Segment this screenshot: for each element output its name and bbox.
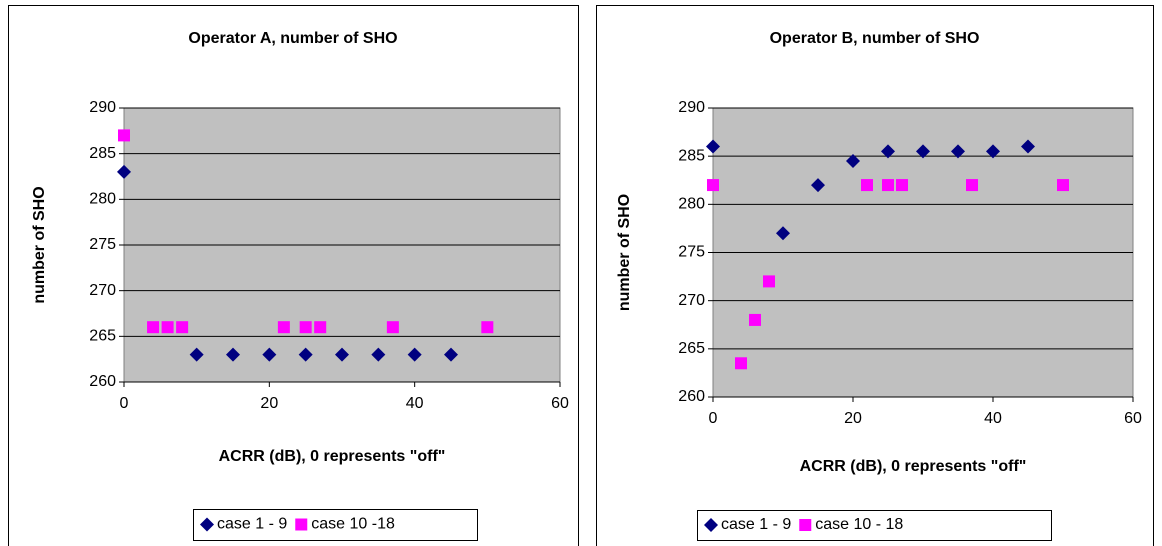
data-point bbox=[161, 321, 174, 334]
x-tick-label: 0 bbox=[120, 395, 129, 412]
data-point bbox=[262, 347, 277, 362]
legend-label: case 10 -18 bbox=[311, 516, 395, 533]
data-point bbox=[1057, 179, 1069, 192]
y-tick-label: 280 bbox=[678, 196, 705, 213]
data-point bbox=[861, 179, 873, 192]
legend-label: case 1 - 9 bbox=[721, 516, 791, 533]
y-tick-label: 285 bbox=[678, 147, 705, 164]
data-point bbox=[966, 179, 978, 192]
y-tick-label: 260 bbox=[678, 388, 705, 405]
data-point bbox=[444, 347, 458, 362]
legend-marker bbox=[799, 519, 812, 531]
data-point bbox=[776, 226, 790, 241]
y-tick-label: 270 bbox=[89, 282, 116, 299]
data-point bbox=[298, 347, 313, 362]
y-tick-label: 285 bbox=[89, 145, 116, 162]
y-tick-label: 275 bbox=[678, 244, 705, 261]
chart-title: Operator B, number of SHO bbox=[770, 30, 980, 47]
x-tick-label: 40 bbox=[406, 395, 424, 412]
legend-marker bbox=[295, 518, 308, 531]
x-tick-label: 60 bbox=[1124, 410, 1142, 427]
x-axis-label: ACRR (dB), 0 represents "off" bbox=[219, 448, 446, 465]
data-point bbox=[299, 321, 312, 334]
legend-label: case 10 - 18 bbox=[815, 516, 903, 533]
data-point bbox=[706, 139, 720, 154]
y-tick-label: 270 bbox=[678, 292, 705, 309]
y-axis-label: number of SHO bbox=[616, 194, 633, 311]
legend-label: case 1 - 9 bbox=[217, 516, 287, 533]
y-tick-label: 265 bbox=[89, 328, 116, 345]
data-point bbox=[916, 144, 930, 159]
data-point bbox=[226, 347, 240, 362]
legend bbox=[193, 509, 478, 541]
y-tick-label: 290 bbox=[678, 99, 705, 116]
x-tick-label: 20 bbox=[844, 410, 862, 427]
data-point bbox=[335, 347, 349, 362]
data-point bbox=[811, 178, 825, 193]
data-point bbox=[117, 164, 131, 179]
data-point bbox=[749, 313, 761, 326]
data-point bbox=[189, 347, 204, 362]
y-axis-label: number of SHO bbox=[31, 186, 48, 303]
data-point bbox=[735, 357, 747, 370]
legend bbox=[697, 510, 1052, 541]
x-tick-label: 60 bbox=[551, 395, 569, 412]
data-point bbox=[881, 144, 895, 159]
y-tick-label: 290 bbox=[89, 99, 116, 116]
data-point bbox=[951, 144, 965, 159]
data-point bbox=[386, 321, 399, 334]
data-point bbox=[481, 321, 494, 334]
legend-marker bbox=[200, 517, 214, 532]
data-point bbox=[763, 275, 775, 288]
y-tick-label: 265 bbox=[678, 340, 705, 357]
data-point bbox=[407, 347, 422, 362]
x-tick-label: 40 bbox=[984, 410, 1002, 427]
data-point bbox=[371, 347, 386, 362]
y-tick-label: 260 bbox=[89, 373, 116, 390]
chart-title: Operator A, number of SHO bbox=[188, 30, 397, 47]
data-point bbox=[707, 179, 719, 192]
data-point bbox=[176, 321, 189, 334]
y-tick-label: 280 bbox=[89, 191, 116, 208]
data-point bbox=[314, 321, 327, 334]
x-axis-label: ACRR (dB), 0 represents "off" bbox=[800, 458, 1027, 475]
data-point bbox=[896, 179, 908, 192]
data-point bbox=[118, 129, 130, 142]
data-point bbox=[846, 153, 860, 168]
data-point bbox=[986, 144, 1000, 159]
x-tick-label: 0 bbox=[709, 410, 718, 427]
data-point bbox=[882, 179, 894, 192]
data-point bbox=[277, 321, 290, 334]
x-tick-label: 20 bbox=[260, 395, 278, 412]
data-point bbox=[1021, 139, 1035, 154]
legend-marker bbox=[704, 518, 718, 532]
data-point bbox=[147, 321, 160, 334]
y-tick-label: 275 bbox=[89, 236, 116, 253]
